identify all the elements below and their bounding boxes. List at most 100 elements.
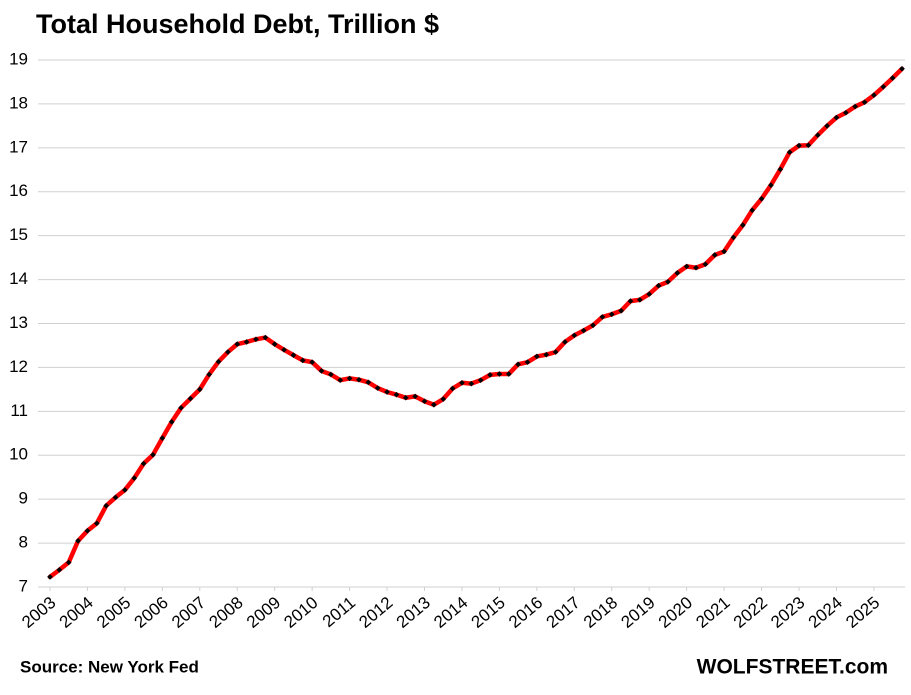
marker [552, 349, 559, 355]
marker [590, 322, 596, 329]
x-tick-label: 2003 [18, 593, 59, 632]
marker [402, 394, 409, 401]
marker [262, 334, 269, 341]
y-tick-label: 7 [19, 576, 28, 595]
marker [196, 386, 203, 393]
y-tick-label: 15 [9, 225, 28, 244]
marker [889, 75, 896, 81]
marker [468, 380, 475, 387]
marker [168, 419, 175, 425]
x-tick-label: 2017 [543, 593, 584, 632]
x-tick-label: 2024 [805, 593, 846, 632]
x-tick-label: 2011 [319, 593, 359, 631]
source: Source: New York Fed [20, 657, 199, 676]
marker [309, 359, 315, 365]
x-tick-label: 2025 [842, 593, 883, 632]
x-tick-label: 2007 [168, 593, 209, 632]
marker [47, 574, 53, 580]
marker [187, 395, 194, 402]
marker [449, 385, 456, 392]
marker [833, 114, 840, 121]
marker [786, 149, 793, 156]
marker [627, 298, 634, 304]
marker [852, 103, 859, 110]
marker [496, 371, 503, 377]
marker [646, 291, 653, 297]
y-tick-label: 19 [9, 49, 28, 68]
x-tick-label: 2018 [580, 593, 621, 632]
marker [543, 351, 550, 358]
marker [234, 341, 241, 347]
y-tick-label: 18 [9, 93, 28, 112]
marker [824, 123, 830, 129]
marker [814, 132, 821, 138]
marker [505, 371, 512, 377]
y-tick-label: 17 [9, 137, 28, 156]
marker [65, 559, 72, 566]
marker [805, 142, 812, 149]
marker [281, 347, 287, 353]
marker [702, 261, 709, 268]
marker [412, 393, 418, 400]
x-tick-label: 2013 [393, 593, 434, 632]
x-tick-label: 2012 [355, 593, 396, 632]
marker [599, 314, 606, 320]
marker [150, 451, 156, 458]
x-tick-label: 2020 [655, 593, 696, 632]
marker [580, 327, 587, 334]
chart-title: Total Household Debt, Trillion $ [36, 9, 439, 39]
marker [365, 379, 372, 386]
y-tick-label: 16 [9, 181, 28, 200]
marker [122, 487, 128, 493]
y-tick-label: 11 [10, 401, 28, 420]
marker [758, 195, 765, 202]
marker [84, 527, 91, 534]
x-tick-label: 2009 [243, 593, 284, 632]
marker [318, 368, 325, 374]
x-tick-label: 2023 [767, 593, 808, 632]
marker [206, 371, 212, 378]
marker [356, 376, 362, 383]
marker [299, 357, 306, 364]
marker [393, 391, 400, 398]
marker [384, 389, 390, 395]
marker [608, 311, 615, 318]
y-tick-label: 10 [9, 445, 28, 464]
marker [534, 353, 540, 360]
marker [140, 460, 147, 467]
x-tick-label: 2014 [430, 593, 471, 632]
marker [665, 278, 671, 285]
marker [562, 339, 568, 345]
marker [524, 359, 531, 365]
marker [683, 263, 690, 270]
marker [899, 65, 905, 72]
marker [674, 270, 681, 276]
marker [374, 385, 381, 391]
marker [740, 222, 746, 228]
marker [871, 92, 877, 98]
marker [346, 375, 353, 382]
marker [56, 567, 63, 573]
x-tick-label: 2019 [617, 593, 658, 632]
y-tick-label: 14 [9, 269, 28, 288]
marker [337, 377, 344, 383]
x-tick-label: 2016 [505, 593, 546, 632]
x-tick-label: 2004 [56, 593, 97, 632]
marker [440, 396, 447, 402]
marker [459, 379, 465, 386]
marker [477, 377, 484, 383]
marker [243, 339, 250, 345]
marker [75, 538, 81, 544]
marker [861, 99, 868, 105]
marker [655, 282, 662, 289]
marker [571, 332, 578, 339]
x-tick-label: 2021 [692, 593, 733, 632]
marker [253, 336, 259, 343]
marker [777, 166, 784, 173]
marker [796, 142, 802, 149]
watermark: WOLFSTREET.com [697, 656, 888, 679]
x-tick-label: 2006 [131, 593, 172, 632]
y-tick-label: 8 [19, 533, 28, 552]
marker [637, 296, 643, 303]
